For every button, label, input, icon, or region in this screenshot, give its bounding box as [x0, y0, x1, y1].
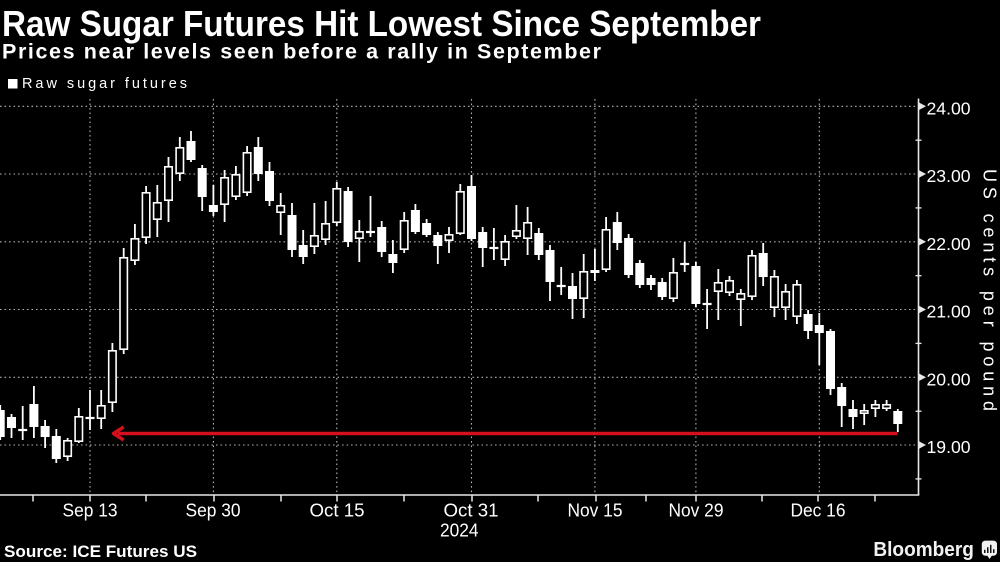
- svg-text:Raw sugar futures: Raw sugar futures: [22, 76, 187, 92]
- svg-text:Prices near levels seen before: Prices near levels seen before a rally i…: [2, 40, 602, 64]
- svg-text:22.00: 22.00: [927, 234, 971, 254]
- svg-text:2024: 2024: [440, 521, 479, 541]
- svg-text:Dec 16: Dec 16: [791, 501, 846, 521]
- svg-text:21.00: 21.00: [927, 302, 971, 322]
- svg-text:Bloomberg: Bloomberg: [873, 539, 974, 561]
- svg-text:24.00: 24.00: [927, 98, 971, 118]
- svg-text:US cents per pound: US cents per pound: [980, 169, 1000, 411]
- svg-text:20.00: 20.00: [927, 369, 971, 389]
- svg-text:Oct 15: Oct 15: [310, 501, 365, 521]
- svg-text:19.00: 19.00: [927, 437, 971, 457]
- svg-text:Raw Sugar Futures Hit Lowest S: Raw Sugar Futures Hit Lowest Since Septe…: [2, 3, 761, 44]
- svg-text:Oct 31: Oct 31: [444, 501, 499, 521]
- svg-text:Source: ICE Futures US: Source: ICE Futures US: [4, 543, 197, 561]
- svg-text:Nov 29: Nov 29: [669, 501, 724, 521]
- svg-text:Sep 13: Sep 13: [63, 501, 118, 521]
- svg-text:Nov 15: Nov 15: [568, 501, 623, 521]
- svg-text:Sep 30: Sep 30: [186, 501, 241, 521]
- svg-text:23.00: 23.00: [927, 166, 971, 186]
